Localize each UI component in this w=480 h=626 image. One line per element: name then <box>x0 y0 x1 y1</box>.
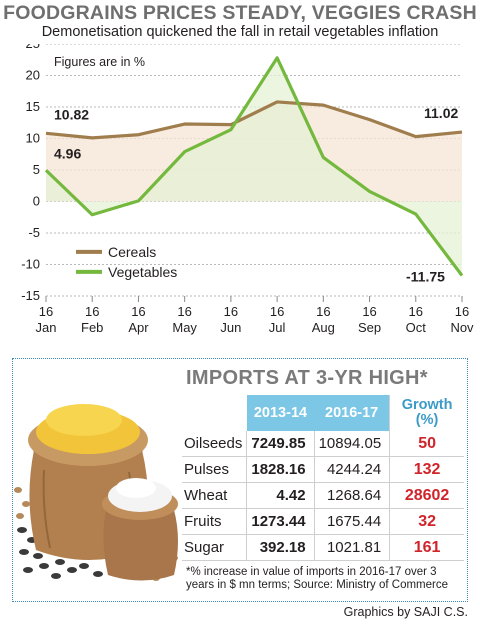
row-value-2016: 1021.81 <box>313 534 390 561</box>
row-value-2013: 7249.85 <box>246 431 315 457</box>
imports-footnote: *% increase in value of imports in 2016-… <box>186 566 449 591</box>
row-growth: 32 <box>389 508 464 535</box>
x-tick-label: Sep <box>358 320 381 335</box>
x-tick-label: 16 <box>39 304 53 319</box>
grain-sacks-illustration <box>14 404 178 581</box>
x-tick-label: Apr <box>128 320 149 335</box>
legend-label-cereals: Cereals <box>108 244 156 260</box>
x-tick-label: Jun <box>220 320 241 335</box>
row-growth: 50 <box>389 431 464 457</box>
line-chart: 2520151050-5-10-1516Jan16Feb16Apr16May16… <box>21 44 474 335</box>
row-value-2016: 10894.05 <box>313 431 390 457</box>
x-tick-label: 16 <box>131 304 145 319</box>
x-tick-label: Feb <box>81 320 103 335</box>
row-value-2013: 1273.44 <box>246 508 315 535</box>
series-line-vegetables <box>44 56 464 277</box>
x-tick-label: May <box>172 320 197 335</box>
x-tick-label: Oct <box>406 320 427 335</box>
y-tick-label: -15 <box>21 288 40 303</box>
row-value-2016: 1675.44 <box>313 508 390 535</box>
y-tick-label: 0 <box>33 194 40 209</box>
y-tick-label: 5 <box>33 162 40 177</box>
row-item: Fruits <box>182 508 247 535</box>
x-tick-label: 16 <box>316 304 330 319</box>
x-tick-label: 16 <box>177 304 191 319</box>
data-label: -11.75 <box>406 269 445 285</box>
x-tick-label: Jul <box>269 320 286 335</box>
row-value-2013: 1828.16 <box>246 456 315 483</box>
x-tick-label: 16 <box>455 304 469 319</box>
x-tick-label: 16 <box>409 304 423 319</box>
x-tick-label: 16 <box>85 304 99 319</box>
legend-label-vegetables: Vegetables <box>108 264 177 280</box>
table-row: Sugar 392.18 1021.81 161 <box>182 534 464 561</box>
chart-subtitle: Demonetisation quickened the fall in ret… <box>41 24 439 40</box>
x-tick-label: 16 <box>224 304 238 319</box>
table-header-item <box>182 395 247 431</box>
row-growth: 28602 <box>389 482 464 509</box>
imports-table: 2013-14 2016-17 Growth (%) Oilseeds 7249… <box>182 395 464 561</box>
imports-title: IMPORTS AT 3-YR HIGH* <box>186 367 428 389</box>
row-growth: 161 <box>389 534 464 561</box>
table-header-row: 2013-14 2016-17 Growth (%) <box>182 395 464 431</box>
y-tick-label: 25 <box>26 44 40 51</box>
table-row: Oilseeds 7249.85 10894.05 50 <box>182 431 464 457</box>
chart-note: Figures are in % <box>54 55 145 69</box>
row-value-2016: 4244.24 <box>313 456 390 483</box>
x-tick-label: Aug <box>312 320 335 335</box>
series-area-vegetables <box>46 57 462 276</box>
table-header-2013: 2013-14 <box>246 395 315 431</box>
graphics-credit: Graphics by SAJI C.S. <box>343 605 468 619</box>
x-tick-label: 16 <box>362 304 376 319</box>
row-value-2016: 1268.64 <box>313 482 390 509</box>
chart-title: FOODGRAINS PRICES STEADY, VEGGIES CRASH <box>3 2 477 24</box>
y-tick-label: -5 <box>28 225 40 240</box>
x-tick-label: Jan <box>36 320 57 335</box>
row-item: Wheat <box>182 482 247 509</box>
table-row: Pulses 1828.16 4244.24 132 <box>182 456 464 483</box>
row-growth: 132 <box>389 456 464 483</box>
x-tick-label: 16 <box>270 304 284 319</box>
data-label: 10.82 <box>54 106 89 122</box>
row-value-2013: 4.42 <box>246 482 315 509</box>
table-row: Fruits 1273.44 1675.44 32 <box>182 508 464 535</box>
row-item: Pulses <box>182 456 247 483</box>
series-line-cereals <box>45 100 463 140</box>
data-label: 4.96 <box>54 145 81 161</box>
row-value-2013: 392.18 <box>246 534 315 561</box>
y-tick-label: -10 <box>21 257 40 272</box>
y-tick-label: 20 <box>26 68 40 83</box>
y-tick-label: 10 <box>26 131 40 146</box>
table-header-growth: Growth (%) <box>389 395 464 431</box>
table-header-2016: 2016-17 <box>314 395 390 431</box>
y-tick-label: 15 <box>26 99 40 114</box>
table-row: Wheat 4.42 1268.64 28602 <box>182 482 464 509</box>
data-label: 11.02 <box>424 105 458 121</box>
row-item: Sugar <box>182 534 247 561</box>
row-item: Oilseeds <box>182 431 247 457</box>
x-tick-label: Nov <box>450 320 474 335</box>
